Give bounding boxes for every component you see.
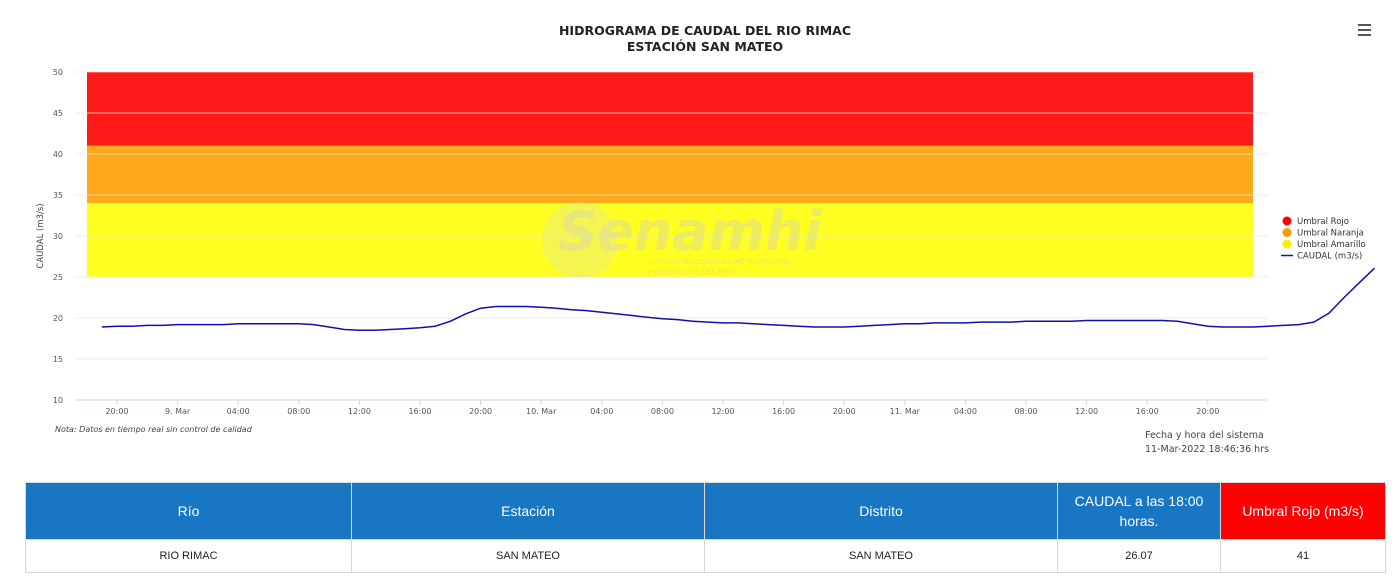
legend-marker [1282,216,1292,226]
header-umbral-rojo: Umbral Rojo (m3/s) [1220,482,1386,540]
legend-item: Umbral Naranja [1297,229,1364,239]
y-tick-label: 50 [53,68,63,77]
legend-marker [1282,239,1292,249]
threshold-band-umbral-naranja [87,145,1253,204]
x-tick-label: 08:00 [1014,407,1037,416]
hamburger-menu-icon[interactable] [1358,24,1376,42]
cell-rio: RIO RIMAC [25,539,352,573]
table-header-row: Río Estación Distrito CAUDAL a las 18:00… [25,482,1386,540]
x-tick-label: 12:00 [1075,407,1098,416]
table-row: RIO RIMAC SAN MATEO SAN MATEO 26.07 41 [25,539,1386,573]
system-date: Fecha y hora del sistema 11-Mar-2022 18:… [1145,429,1269,457]
x-tick-label: 04:00 [954,407,977,416]
series-line-caudal [101,267,1376,332]
quality-note: Nota: Datos en tiempo real sin control d… [55,425,252,434]
flow-summary-table: Río Estación Distrito CAUDAL a las 18:00… [25,482,1386,573]
y-tick-label: 30 [53,232,63,241]
legend-marker [1282,228,1292,237]
chart-container: 10 15 20 25 30 35 40 45 50 Senamhi SERVICIO NACION… [36,23,1376,457]
x-tick-label: 20:00 [1196,407,1219,416]
x-tick-label: 16:00 [408,407,431,416]
x-tick-label: 9. Mar [165,407,191,416]
x-tick-label: 20:00 [469,407,492,416]
y-axis-label: CAUDAL (m3/s) [36,203,46,268]
x-tick-label: 16:00 [1136,407,1159,416]
system-date-label: Fecha y hora del sistema [1145,430,1264,441]
x-tick-label: 08:00 [287,407,310,416]
x-tick-label: 16:00 [772,407,795,416]
y-tick-label: 10 [53,396,63,405]
watermark-line2: E HIDROLOGÍA DEL PERÚ [648,267,736,276]
y-tick-label: 15 [53,355,63,364]
y-tick-label: 25 [53,273,63,282]
y-tick-label: 20 [53,314,63,323]
x-tick-label: 12:00 [348,407,371,416]
chart-subtitle: ESTACIÓN SAN MATEO [627,39,783,54]
system-date-value: 11-Mar-2022 18:46:36 hrs [1145,444,1270,455]
watermark-line1: SERVICIO NACIONAL DE METEOROLOGÍA [648,257,791,266]
x-tick-label: 08:00 [651,407,674,416]
x-tick-label: 04:00 [227,407,250,416]
cell-distrito: SAN MATEO [704,539,1058,573]
cell-estacion: SAN MATEO [351,539,705,573]
cell-umbral-rojo: 41 [1220,539,1386,573]
legend-item: CAUDAL (m3/s) [1297,252,1362,262]
x-tick-label: 04:00 [590,407,613,416]
chart-title: HIDROGRAMA DE CAUDAL DEL RIO RIMAC [559,23,851,38]
x-tick-label: 12:00 [711,407,734,416]
x-tick-label: 20:00 [833,407,856,416]
x-tick-label: 11. Mar [890,407,921,416]
watermark-brand: Senamhi [558,200,823,263]
header-caudal: CAUDAL a las 18:00 horas. [1057,482,1221,540]
legend-item: Umbral Rojo [1297,217,1349,227]
y-tick-label: 40 [53,150,63,159]
watermark-sun-icon [542,202,618,278]
header-estacion: Estación [351,482,705,540]
header-distrito: Distrito [704,482,1058,540]
threshold-band-umbral-amarillo [87,203,1253,277]
cell-caudal: 26.07 [1057,539,1221,573]
legend-item: Umbral Amarillo [1297,240,1366,250]
x-tick-label: 10. Mar [526,407,557,416]
y-tick-label: 45 [53,109,63,118]
header-rio: Río [25,482,352,540]
threshold-band-umbral-rojo [87,72,1253,146]
x-tick-label: 20:00 [105,407,128,416]
y-tick-label: 35 [53,191,63,200]
